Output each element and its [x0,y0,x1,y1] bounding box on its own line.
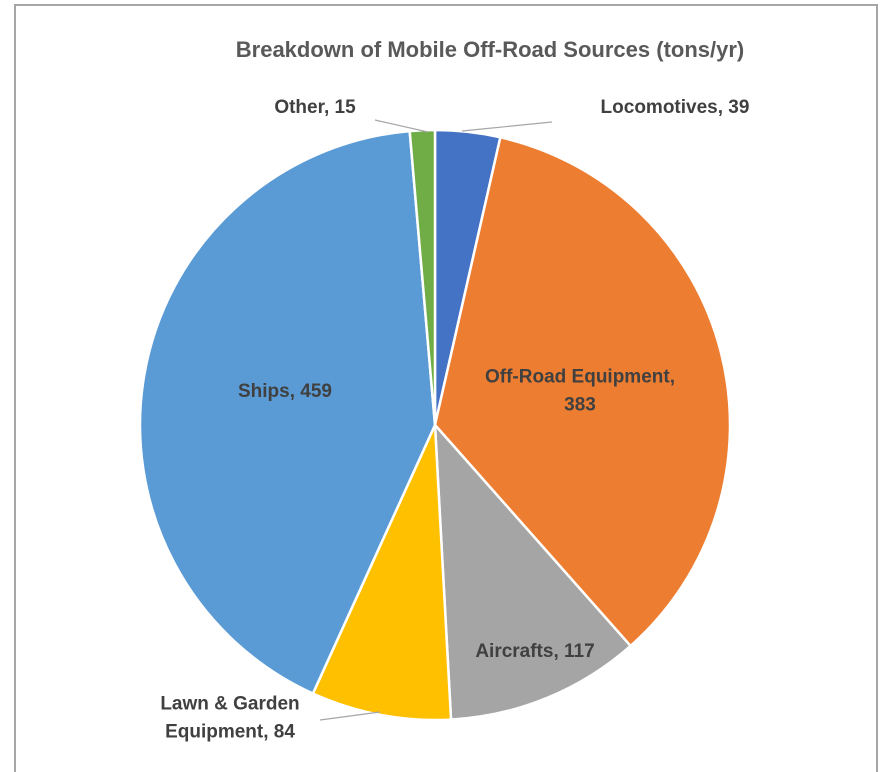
chart-title: Breakdown of Mobile Off-Road Sources (to… [235,37,745,62]
pie-slice [433,421,633,721]
data-label: Locomotives, 39 [600,97,750,119]
data-label: Off-Road Equipment, 383 [485,366,675,415]
data-label: Aircrafts, 117 [475,641,595,663]
pie-slice [138,129,437,696]
leader-line [319,711,381,721]
leader-line [461,121,553,132]
data-label: Lawn & Garden Equipment, 84 [160,693,300,742]
data-label: Other, 15 [274,97,356,119]
leader-line [374,119,429,133]
pie-slice [311,424,453,722]
pie-slice [433,135,732,648]
data-label: Ships, 459 [238,381,332,403]
pie [138,128,732,722]
